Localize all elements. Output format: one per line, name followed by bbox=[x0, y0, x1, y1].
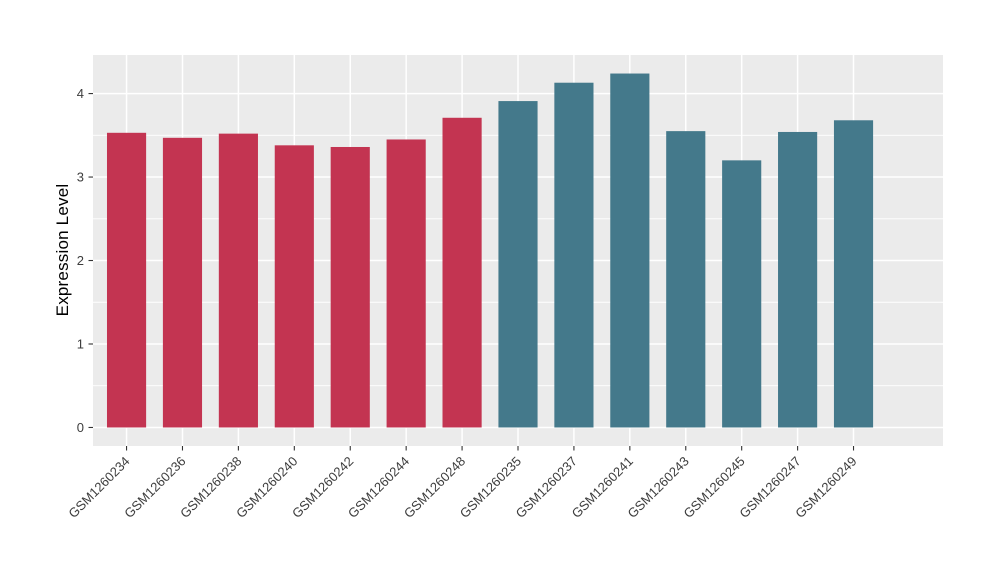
bar-GSM1260235 bbox=[498, 101, 538, 428]
bar-GSM1260240 bbox=[274, 145, 314, 428]
bar-GSM1260242 bbox=[330, 146, 370, 428]
bar-GSM1260244 bbox=[386, 139, 426, 428]
y-tick-label: 4 bbox=[77, 86, 84, 101]
y-axis-title-text: Expression Level bbox=[53, 183, 72, 317]
bar-GSM1260243 bbox=[666, 131, 706, 428]
bar-GSM1260237 bbox=[554, 82, 594, 428]
y-tick-label: 2 bbox=[77, 253, 84, 268]
bar-GSM1260248 bbox=[442, 117, 482, 428]
bar-GSM1260234 bbox=[106, 132, 147, 428]
y-tick-label: 1 bbox=[77, 336, 84, 351]
bar-GSM1260247 bbox=[778, 131, 818, 428]
bar-GSM1260236 bbox=[162, 137, 203, 428]
y-tick-label: 3 bbox=[77, 170, 84, 185]
bar-GSM1260238 bbox=[218, 133, 258, 428]
bar-GSM1260249 bbox=[833, 120, 874, 428]
bar-GSM1260245 bbox=[722, 160, 762, 428]
bar-GSM1260241 bbox=[610, 73, 650, 428]
y-tick-label: 0 bbox=[77, 420, 84, 435]
